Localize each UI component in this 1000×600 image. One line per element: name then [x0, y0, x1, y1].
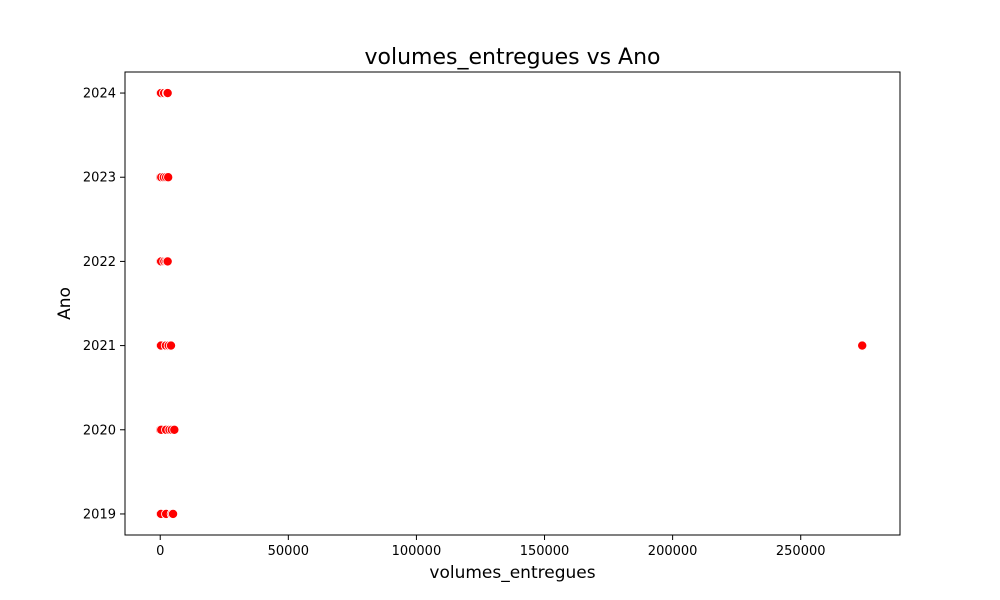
y-tick-label: 2024: [83, 87, 116, 102]
x-tick-label: 150000: [520, 544, 570, 559]
chart-title: volumes_entregues vs Ano: [365, 45, 661, 70]
y-tick-label: 2020: [83, 423, 116, 438]
scatter-point: [169, 424, 180, 435]
x-tick-label: 100000: [392, 544, 442, 559]
scatter-point: [163, 172, 174, 183]
x-tick-label: 200000: [648, 544, 698, 559]
y-tick-label: 2023: [83, 171, 116, 186]
scatter-point: [857, 340, 868, 351]
plot-frame: [124, 71, 901, 536]
x-axis-label: volumes_entregues: [429, 563, 595, 583]
x-tick-label: 50000: [268, 544, 309, 559]
x-tick-label: 0: [156, 544, 164, 559]
scatter-point: [165, 340, 176, 351]
plot-area: [155, 88, 868, 519]
x-axis: 0 50000 100000 150000 200000 250000: [156, 535, 826, 559]
y-axis: 2019 2020 2021 2022 2023 2024: [83, 87, 125, 522]
scatter-point: [168, 508, 179, 519]
y-tick-label: 2021: [83, 339, 116, 354]
scatter-point: [162, 256, 173, 267]
y-tick-label: 2019: [83, 507, 116, 522]
x-tick-label: 250000: [776, 544, 826, 559]
y-tick-label: 2022: [83, 255, 116, 270]
scatter-point: [162, 88, 173, 99]
y-axis-label: Ano: [55, 287, 75, 320]
